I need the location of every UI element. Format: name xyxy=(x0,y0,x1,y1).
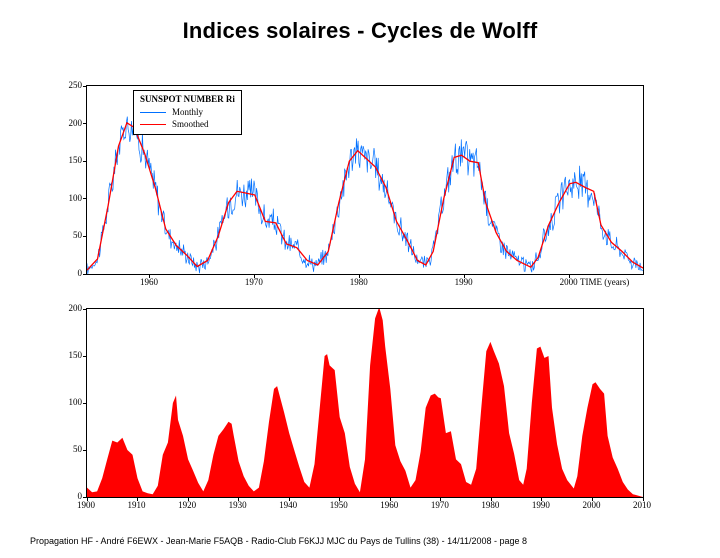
page-title: Indices solaires - Cycles de Wolff xyxy=(0,18,720,44)
legend-label-monthly: Monthly xyxy=(172,107,203,118)
y-tick-label: 50 xyxy=(73,230,82,240)
y-tick-label: 100 xyxy=(69,193,83,203)
x-tick-label: 1960 xyxy=(140,277,158,287)
x-tick-label: 1990 xyxy=(455,277,473,287)
legend-row-smoothed: Smoothed xyxy=(140,119,235,130)
x-tick-label: 1950 xyxy=(330,500,348,510)
sunspot-bottom-svg xyxy=(87,309,643,497)
x-tick-label: 1910 xyxy=(128,500,146,510)
x-axis-labels-bottom: 1900191019201930194019501960197019801990… xyxy=(86,500,644,514)
y-tick-label: 0 xyxy=(78,268,83,278)
legend-swatch-monthly xyxy=(140,112,166,113)
x-tick-label: 1940 xyxy=(279,500,297,510)
legend-title: SUNSPOT NUMBER Ri xyxy=(140,94,235,105)
x-tick-label: 1960 xyxy=(380,500,398,510)
legend-box: SUNSPOT NUMBER Ri Monthly Smoothed xyxy=(133,90,242,135)
y-tick-label: 200 xyxy=(69,118,83,128)
x-tick-label: 1990 xyxy=(532,500,550,510)
x-tick-label: 1980 xyxy=(350,277,368,287)
x-tick-label: 2000 xyxy=(560,277,578,287)
x-tick-label: 2000 xyxy=(582,500,600,510)
legend-label-smoothed: Smoothed xyxy=(172,119,209,130)
y-axis-labels-top: 050100150200250 xyxy=(58,85,84,275)
legend-swatch-smoothed xyxy=(140,124,166,125)
y-tick-label: 100 xyxy=(69,397,83,407)
x-tick-label: 1970 xyxy=(245,277,263,287)
y-axis-labels-bottom: 050100150200 xyxy=(58,308,84,498)
x-axis-title-top: TIME (years) xyxy=(580,277,629,287)
y-tick-label: 250 xyxy=(69,80,83,90)
y-tick-label: 150 xyxy=(69,350,83,360)
x-tick-label: 1970 xyxy=(431,500,449,510)
x-axis-labels-top: 1960 1970 1980 1990 2000 xyxy=(86,277,644,291)
x-tick-label: 1920 xyxy=(178,500,196,510)
x-tick-label: 2010 xyxy=(633,500,651,510)
footer-text: Propagation HF - André F6EWX - Jean-Mari… xyxy=(30,536,527,546)
x-tick-label: 1930 xyxy=(229,500,247,510)
x-tick-label: 1980 xyxy=(481,500,499,510)
sunspot-bottom-chart xyxy=(86,308,644,498)
y-tick-label: 150 xyxy=(69,155,83,165)
legend-row-monthly: Monthly xyxy=(140,107,235,118)
y-tick-label: 50 xyxy=(73,444,82,454)
sunspot-top-chart: SUNSPOT NUMBER Ri Monthly Smoothed xyxy=(86,85,644,275)
y-tick-label: 200 xyxy=(69,303,83,313)
x-tick-label: 1900 xyxy=(77,500,95,510)
